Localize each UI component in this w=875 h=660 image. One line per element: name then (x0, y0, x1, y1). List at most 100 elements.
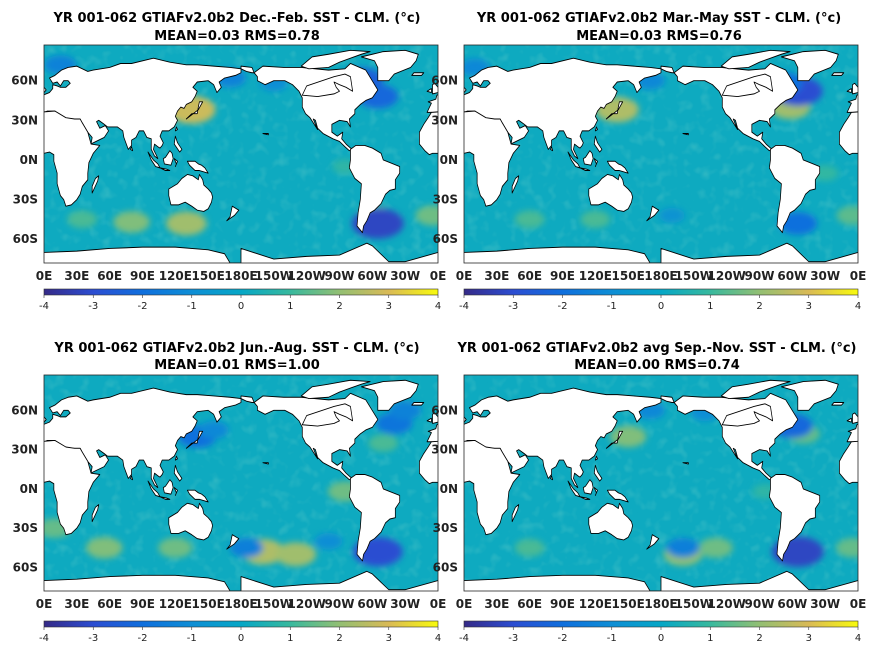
lat-tick: 60S (433, 560, 458, 574)
colorbar-tick: 0 (658, 633, 664, 644)
lat-tick: 30S (433, 521, 458, 535)
cold-anomaly (198, 421, 229, 439)
warm-anomaly (514, 210, 545, 229)
lat-tick: 30N (431, 443, 458, 457)
lon-tick: 30W (390, 597, 420, 611)
lat-tick: 0N (20, 153, 38, 167)
lon-tick: 0E (850, 269, 867, 283)
warm-anomaly (165, 211, 207, 236)
lon-tick: 30E (484, 597, 509, 611)
colorbar-labels: -4 -3 -2 -1 0 1 2 3 4 (459, 633, 861, 644)
warm-anomaly (609, 425, 647, 448)
cold-anomaly (229, 538, 264, 558)
lon-tick: 60W (777, 597, 807, 611)
colorbar (43, 620, 439, 630)
colorbar-tick: 2 (756, 633, 762, 644)
colorbar-tick: -3 (88, 301, 98, 312)
colorbar-tick: 4 (855, 301, 861, 312)
colorbar-tick: 3 (386, 633, 392, 644)
lon-tick: 120W (708, 597, 746, 611)
colorbar-tick: 4 (435, 301, 441, 312)
lon-tick: 90W (745, 597, 775, 611)
lat-tick: 0N (20, 482, 38, 496)
map-frame (43, 374, 439, 592)
cold-anomaly (659, 207, 685, 223)
colorbar-tick: -1 (187, 301, 197, 312)
lon-tick: 0E (36, 597, 53, 611)
lon-tick: 120W (288, 269, 326, 283)
map-panel-sep-nov: YR 001-062 GTIAFv2.0b2 avg Sep.-Nov. SST… (431, 341, 867, 644)
warm-anomaly (67, 210, 98, 229)
lon-tick: 60E (97, 269, 122, 283)
lon-tick: 120W (288, 597, 326, 611)
latitude-axis: 60N 30N 0N 30S 60S (431, 403, 458, 574)
lon-tick: 60W (777, 269, 807, 283)
map-panel-dec-feb: YR 001-062 GTIAFv2.0b2 Dec.-Feb. SST - C… (11, 11, 447, 312)
lat-tick: 60N (11, 403, 38, 417)
lon-tick: 0E (36, 269, 53, 283)
map-frame (463, 374, 859, 592)
colorbar-tick: 1 (287, 301, 293, 312)
lon-tick: 60W (357, 597, 387, 611)
colorbar-tick: 0 (238, 633, 244, 644)
lat-tick: 60S (13, 560, 38, 574)
lon-tick: 150W (255, 269, 293, 283)
lat-tick: 30S (13, 521, 38, 535)
lon-tick: 120E (579, 597, 612, 611)
panel-subtitle: MEAN=0.03 RMS=0.78 (154, 29, 320, 44)
sst-map (43, 374, 439, 592)
lon-tick: 30W (810, 597, 840, 611)
colorbar-gradient (43, 288, 439, 296)
warm-anomaly (368, 434, 399, 452)
colorbar-labels: -4 -3 -2 -1 0 1 2 3 4 (459, 301, 861, 312)
lon-tick: 90E (550, 269, 575, 283)
colorbar-tick: 2 (756, 301, 762, 312)
warm-anomaly (698, 537, 733, 558)
colorbar-tick: 3 (806, 301, 812, 312)
longitude-axis: 0E 30E 60E 90E 120E 150E 180E 150W 120W … (36, 269, 447, 283)
lon-tick: 60W (357, 269, 387, 283)
lon-tick: 30W (390, 269, 420, 283)
warm-anomaly (836, 205, 858, 225)
lon-tick: 90W (745, 269, 775, 283)
colorbar-tick: 0 (658, 301, 664, 312)
lon-tick: 30E (64, 269, 89, 283)
colorbar-tick: 1 (707, 301, 713, 312)
lat-tick: 60N (431, 74, 458, 88)
lon-tick: 180E (644, 269, 677, 283)
lon-tick: 120E (159, 269, 192, 283)
lat-tick: 30N (431, 113, 458, 127)
lon-tick: 150E (192, 597, 225, 611)
lon-tick: 150W (255, 597, 293, 611)
warm-anomaly (275, 542, 317, 567)
panel-title: YR 001-062 GTIAFv2.0b2 avg Sep.-Nov. SST… (457, 341, 857, 356)
sst-map (463, 44, 859, 264)
colorbar-gradient (43, 620, 439, 628)
warm-anomaly (514, 538, 545, 557)
cold-anomaly (389, 400, 422, 420)
map-panel-jun-aug: YR 001-062 GTIAFv2.0b2 Jun.-Aug. SST - C… (11, 341, 446, 644)
colorbar-tick: -2 (138, 301, 148, 312)
warm-anomaly (415, 205, 438, 226)
panel-subtitle: MEAN=0.03 RMS=0.76 (576, 29, 742, 44)
colorbar-tick: -2 (558, 301, 568, 312)
lat-tick: 60N (11, 74, 38, 88)
lon-tick: 30E (484, 269, 509, 283)
colorbar-tick: -3 (508, 301, 518, 312)
warm-anomaly (85, 537, 123, 559)
lat-tick: 60N (431, 403, 458, 417)
lon-tick: 0E (456, 597, 473, 611)
lon-tick: 90E (550, 597, 575, 611)
latitude-axis: 60N 30N 0N 30S 60S (11, 403, 38, 574)
lon-tick: 30W (810, 269, 840, 283)
latitude-axis: 60N 30N 0N 30S 60S (11, 74, 38, 247)
lon-tick: 180E (644, 597, 677, 611)
lon-tick: 120W (708, 269, 746, 283)
colorbar-tick: -4 (39, 301, 49, 312)
longitude-axis: 0E 30E 60E 90E 120E 150E 180E 150W 120W … (456, 597, 867, 611)
warm-anomaly (580, 210, 611, 229)
colorbar-tick: 4 (855, 633, 861, 644)
lat-tick: 30N (11, 443, 38, 457)
lon-tick: 150W (675, 269, 713, 283)
